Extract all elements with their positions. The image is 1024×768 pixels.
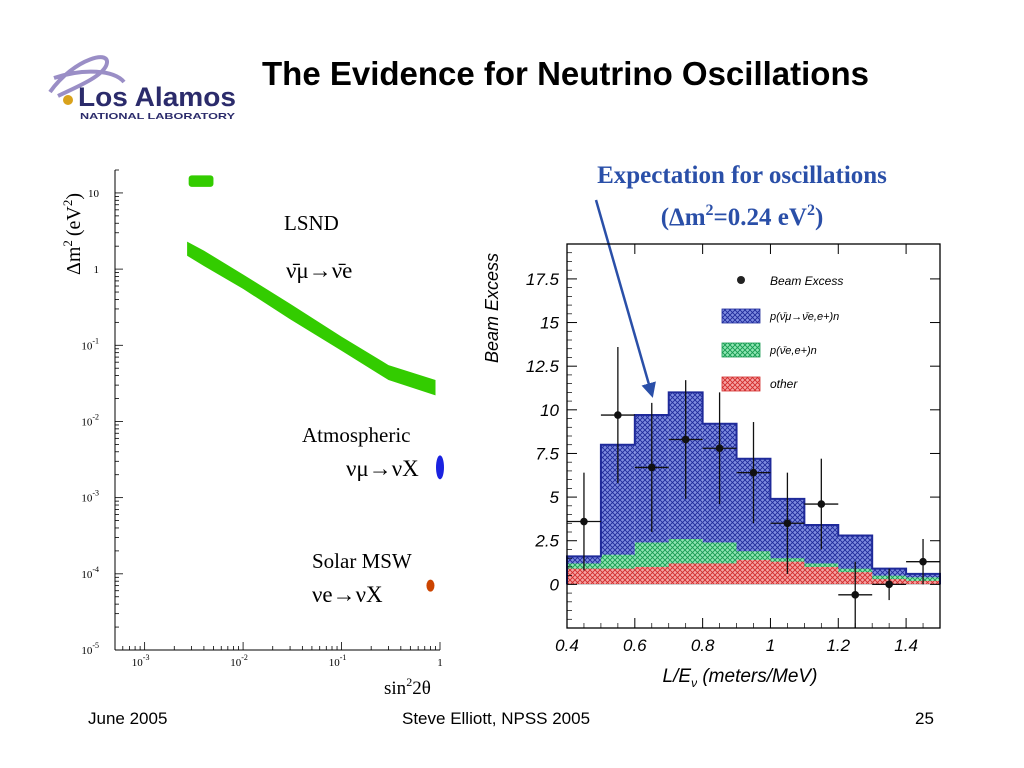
histogram-x-tick-label: 1 xyxy=(766,636,775,655)
logo-swoosh-icon xyxy=(48,55,126,98)
histogram-x-tick-label: 0.6 xyxy=(623,636,647,655)
footer-page-number: 25 xyxy=(915,709,934,728)
beam-excess-point xyxy=(851,591,860,599)
histogram-y-tick-label: 12.5 xyxy=(526,357,560,376)
beam-excess-point xyxy=(885,580,893,589)
beam-excess-point xyxy=(919,557,927,566)
histogram-y-tick-label: 2.5 xyxy=(534,532,559,551)
histogram-x-tick-label: 0.4 xyxy=(555,636,579,655)
histogram-x-axis-label: L/Eν (meters/MeV) xyxy=(663,666,818,690)
x-axis-label: sin22θ xyxy=(384,675,431,699)
legend-label-nue-background: p(ν̄e,e+)n xyxy=(769,345,817,357)
y-tick-label: 10 xyxy=(88,188,100,200)
footer-author: Steve Elliott, NPSS 2005 xyxy=(402,709,591,728)
histogram-y-tick-label: 5 xyxy=(550,488,560,507)
legend-swatch-oscillation xyxy=(721,308,761,324)
expectation-arrow xyxy=(594,199,656,398)
beam-excess-point xyxy=(817,500,826,508)
histogram-y-tick-label: 17.5 xyxy=(526,270,560,289)
beam-excess-point xyxy=(580,517,588,526)
histogram-x-tick-label: 1.2 xyxy=(826,636,850,655)
histogram-y-tick-label: 15 xyxy=(540,314,559,333)
los-alamos-logo: Los Alamos NATIONAL LABORATORY xyxy=(48,55,236,121)
y-tick-label: 10-1 xyxy=(81,336,99,352)
logo-name: Los Alamos xyxy=(78,82,236,112)
other-background-bar xyxy=(600,568,635,585)
beam-excess-point xyxy=(681,435,690,444)
other-background-bar xyxy=(668,563,703,585)
atmospheric-process-label: νμ→νX xyxy=(346,456,419,481)
solar-process-label: νe→νX xyxy=(312,582,383,607)
lsnd-process-label: ν̄μ→ν̄e xyxy=(286,258,352,283)
legend-label-oscillation: p(ν̄μ→ν̄e,e+)n xyxy=(769,311,839,323)
y-axis-label: Δm2(eV2) xyxy=(60,193,85,275)
histogram-y-tick-label: 0 xyxy=(550,575,560,594)
atmospheric-region xyxy=(436,455,444,480)
footer-date: June 2005 xyxy=(88,709,168,728)
beam-excess-point xyxy=(749,468,758,477)
other-background-bar xyxy=(804,566,839,585)
legend-marker-beam-excess xyxy=(737,276,745,284)
histogram-y-tick-label: 10 xyxy=(540,401,559,420)
other-background-bar xyxy=(634,566,669,585)
histogram-title-line2: (Δm2=0.24 eV2) xyxy=(661,202,824,231)
histogram-y-axis-label: Beam Excess xyxy=(482,253,502,363)
other-background-bar xyxy=(736,559,771,585)
legend-swatch-other xyxy=(721,376,761,392)
slide-title: The Evidence for Neutrino Oscillations xyxy=(262,55,869,92)
beam-excess-point xyxy=(647,463,656,472)
other-background-bar xyxy=(567,568,601,585)
beam-excess-point xyxy=(783,519,792,528)
other-background-bar xyxy=(702,563,737,585)
y-tick-label: 1 xyxy=(94,264,100,276)
beam-excess-point xyxy=(715,444,724,453)
histogram-x-tick-label: 0.8 xyxy=(691,636,715,655)
x-tick-label: 10-2 xyxy=(230,653,248,669)
lsnd-label: LSND xyxy=(284,211,339,235)
y-tick-label: 10-5 xyxy=(81,641,99,657)
y-tick-label: 10-2 xyxy=(81,412,99,428)
y-tick-label: 10-3 xyxy=(81,489,99,505)
histogram-legend: Beam Excess p(ν̄μ→ν̄e,e+)n p(ν̄e,e+)n ot… xyxy=(721,274,843,392)
y-tick-label: 10-4 xyxy=(81,565,99,581)
lsnd-allowed-island xyxy=(188,175,214,187)
x-tick-label: 10-3 xyxy=(132,653,150,669)
histogram-y-tick-label: 7.5 xyxy=(535,444,559,463)
legend-swatch-nue-background xyxy=(721,342,761,358)
solar-msw-region xyxy=(426,579,435,592)
beam-excess-point xyxy=(614,411,622,419)
logo-subtitle: NATIONAL LABORATORY xyxy=(80,111,235,121)
x-tick-label: 1 xyxy=(437,657,443,669)
histogram-title-line1: Expectation for oscillations xyxy=(597,162,887,189)
lsnd-allowed-band xyxy=(187,241,436,396)
logo-dot-icon xyxy=(63,95,73,105)
histogram-x-tick-label: 1.4 xyxy=(894,636,918,655)
x-tick-label: 10-1 xyxy=(329,653,347,669)
legend-label-other: other xyxy=(770,377,798,391)
solar-label: Solar MSW xyxy=(312,549,412,573)
atmospheric-label: Atmospheric xyxy=(302,423,410,447)
legend-label-beam-excess: Beam Excess xyxy=(770,274,843,288)
